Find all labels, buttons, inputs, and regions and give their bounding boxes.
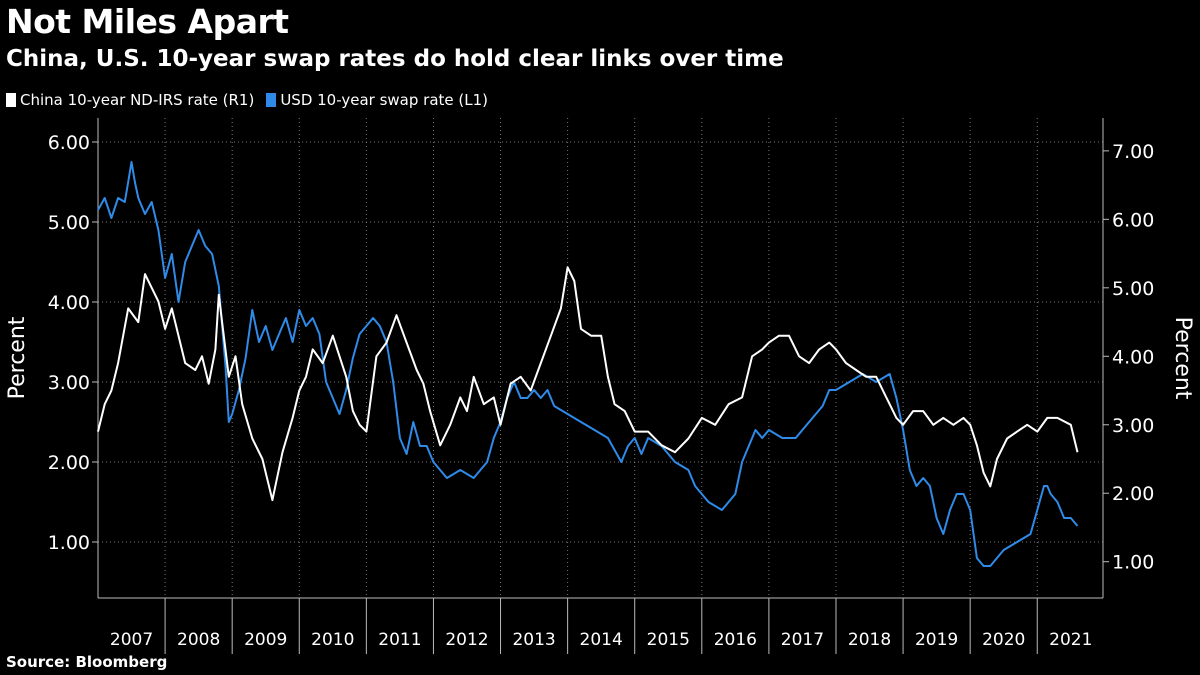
x-tick-label: 2020 [982, 630, 1025, 650]
x-tick-label: 2010 [311, 630, 354, 650]
x-tick-label: 2016 [714, 630, 757, 650]
x-tick-label: 2012 [445, 630, 488, 650]
series-line-china [97, 266, 1079, 502]
x-tick-label: 2015 [647, 630, 690, 650]
y-tick-label-left: 4.00 [48, 292, 90, 314]
y-axis-label-left: Percent [5, 316, 30, 399]
x-tick-label: 2007 [110, 630, 153, 650]
chart-title: Not Miles Apart [6, 2, 289, 41]
y-tick-label-left: 1.00 [48, 532, 90, 554]
axes: 2007 2008 2009 2010 2011 2012 2013 2014 2015 2016… [48, 118, 1154, 654]
axis-labels: Percent Percent [5, 316, 1195, 400]
y-tick-label-right: 2.00 [1112, 483, 1154, 505]
y-tick-label-right: 3.00 [1112, 415, 1154, 437]
y-tick-label-right: 1.00 [1112, 552, 1154, 574]
legend-swatch-china [6, 93, 16, 107]
x-tick-label: 2017 [781, 630, 824, 650]
grid-lines [98, 118, 1103, 598]
y-tick-label-right: 6.00 [1112, 209, 1154, 231]
x-tick-label: 2021 [1049, 630, 1092, 650]
legend-item-china: China 10-year ND-IRS rate (R1) [6, 91, 254, 109]
x-tick-label: 2014 [580, 630, 623, 650]
y-tick-label-left: 3.00 [48, 372, 90, 394]
y-tick-label-right: 4.00 [1112, 346, 1154, 368]
chart-subtitle: China, U.S. 10-year swap rates do hold c… [6, 46, 784, 72]
y-tick-label-left: 6.00 [48, 132, 90, 154]
legend-label-usd: USD 10-year swap rate (L1) [280, 91, 489, 109]
legend-label-china: China 10-year ND-IRS rate (R1) [20, 91, 255, 109]
x-tick-label: 2009 [244, 630, 287, 650]
y-tick-label-left: 5.00 [48, 212, 90, 234]
legend: China 10-year ND-IRS rate (R1) USD 10-ye… [6, 91, 488, 109]
source-note: Source: Bloomberg [6, 653, 168, 671]
x-tick-label: 2013 [512, 630, 555, 650]
x-tick-label: 2018 [848, 630, 891, 650]
y-axis-label-right: Percent [1170, 317, 1195, 400]
legend-item-usd: USD 10-year swap rate (L1) [266, 91, 488, 109]
x-tick-label: 2019 [915, 630, 958, 650]
series-layer [97, 161, 1079, 567]
y-tick-label-right: 7.00 [1112, 141, 1154, 163]
y-tick-label-left: 2.00 [48, 452, 90, 474]
y-tick-label-right: 5.00 [1112, 278, 1154, 300]
series-line-usd [97, 161, 1079, 567]
legend-swatch-usd [266, 93, 277, 107]
x-tick-label: 2008 [177, 630, 220, 650]
x-tick-label: 2011 [378, 630, 421, 650]
